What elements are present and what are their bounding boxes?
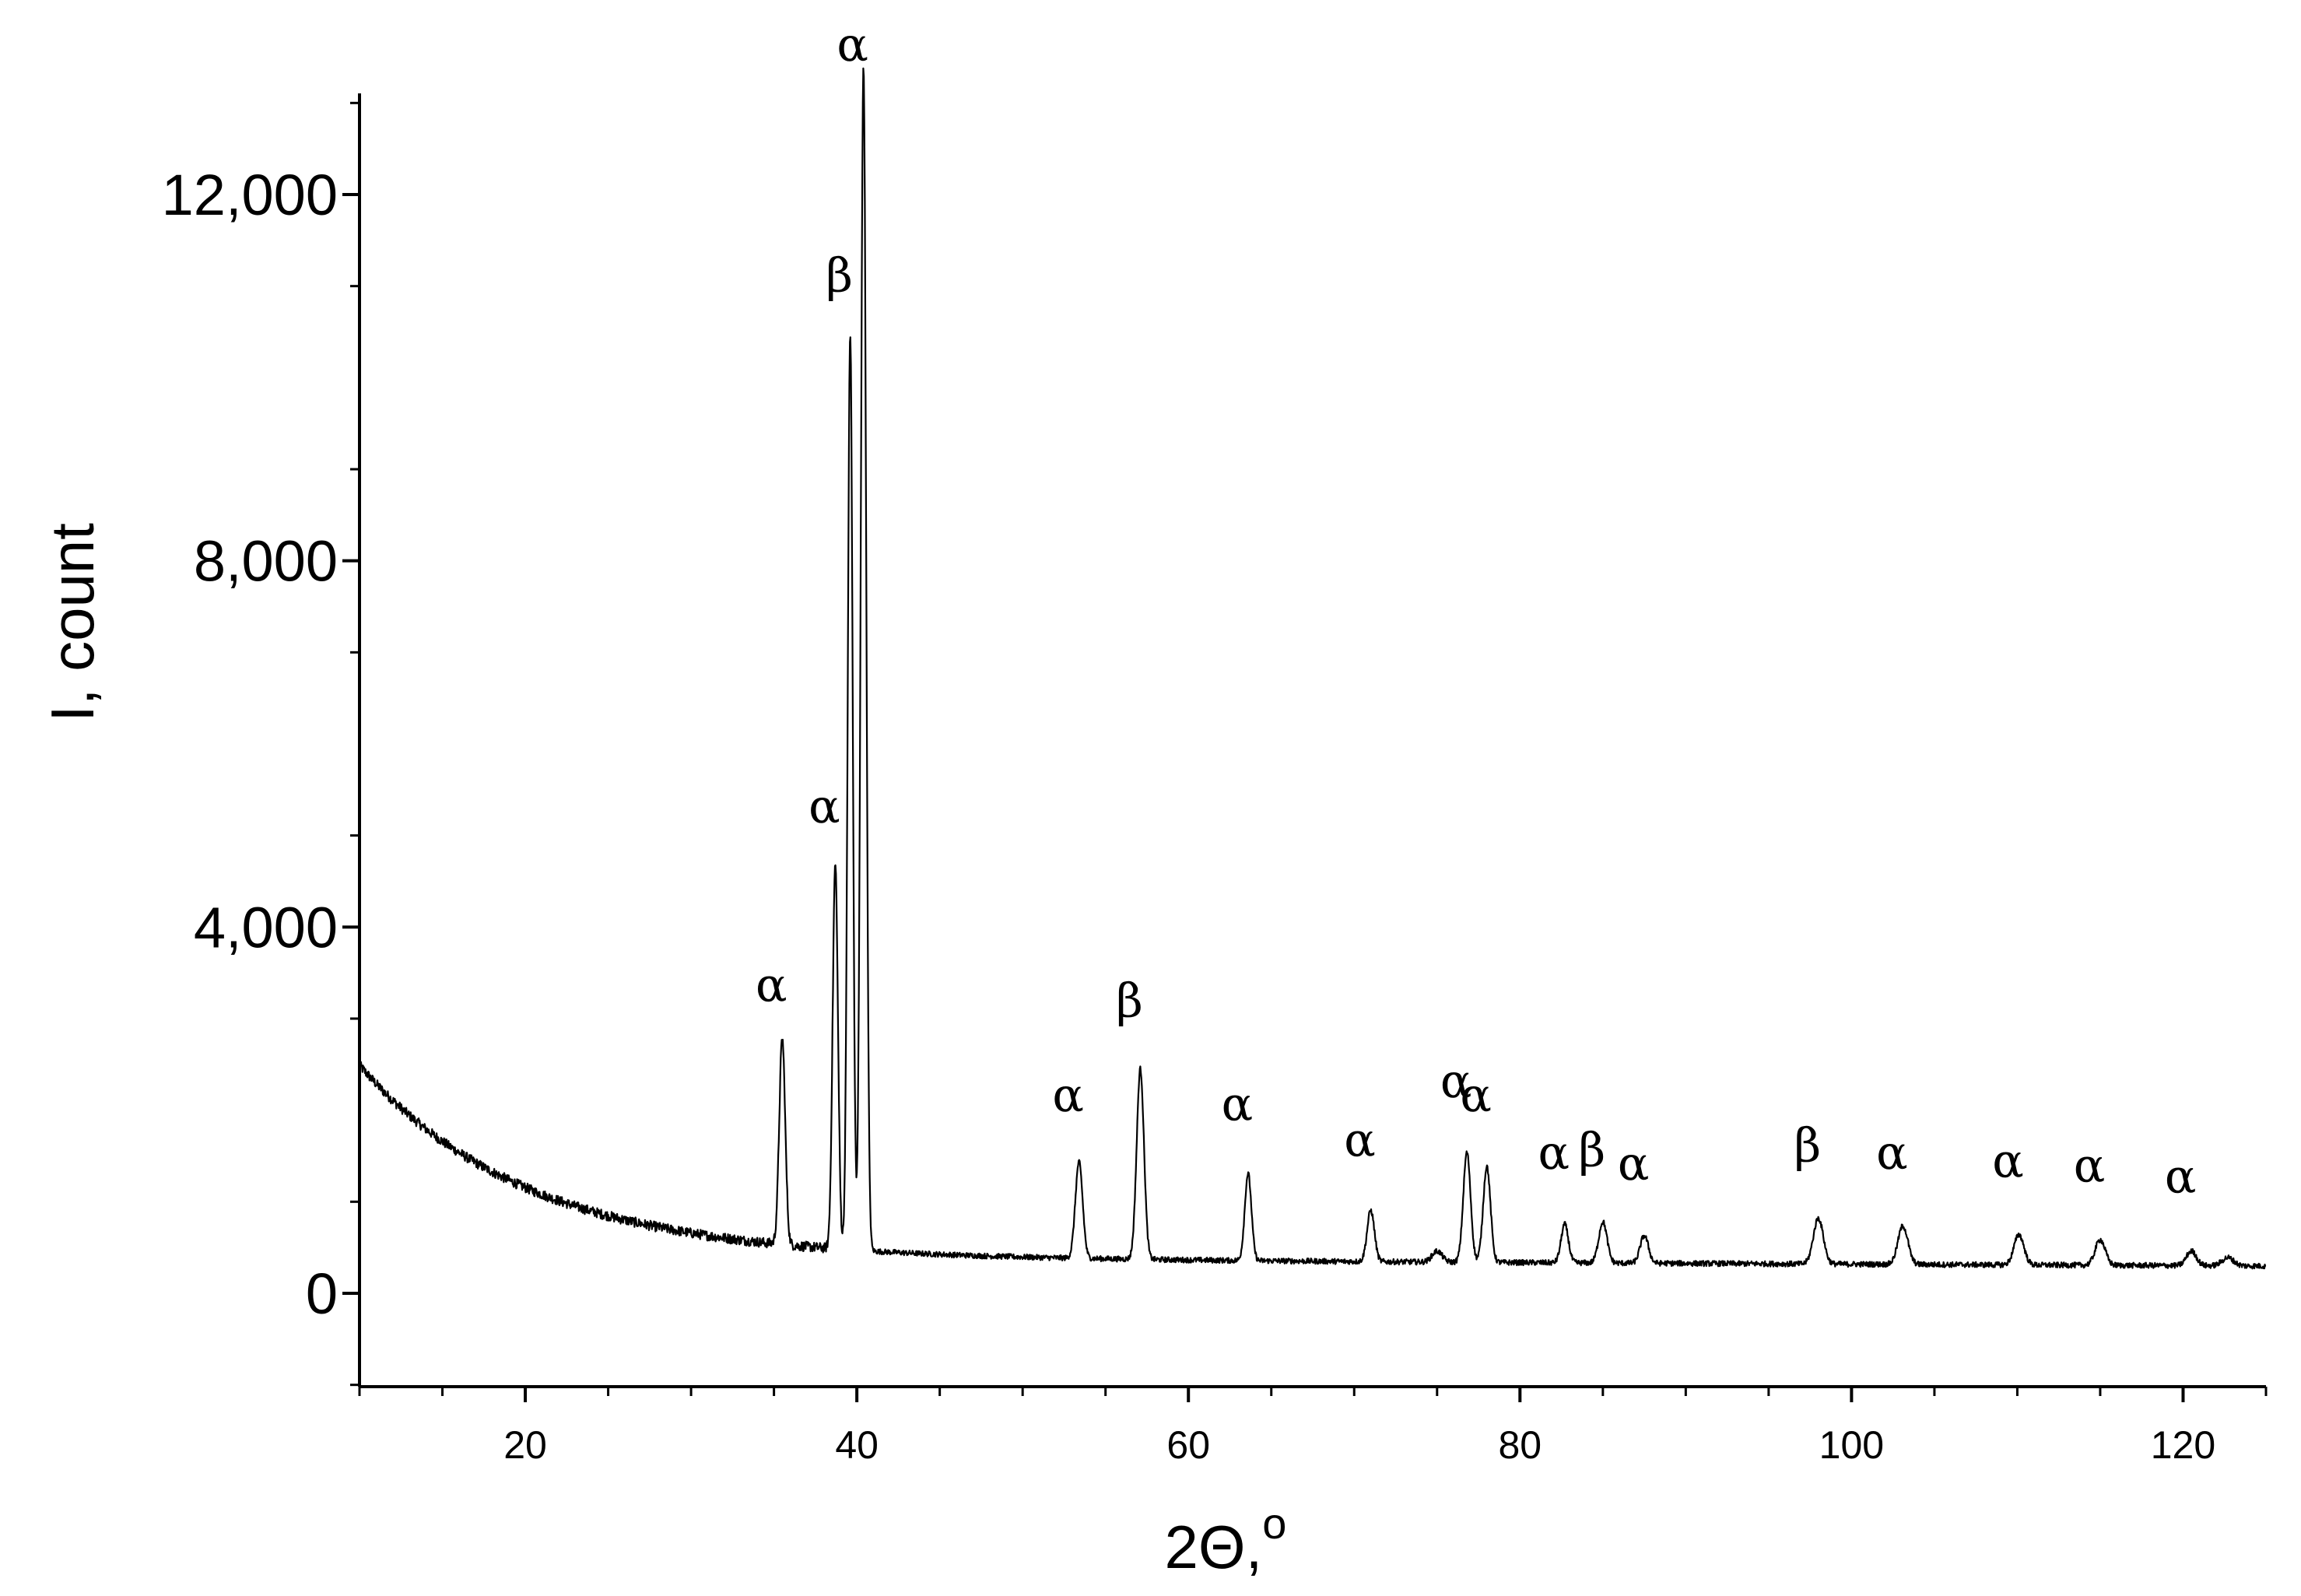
peak-label-alpha: α [1222,1078,1254,1132]
y-axis-title: I, count [38,523,107,722]
x-axis-title: 2Θ,o [1165,1499,1287,1581]
peak-label-alpha: α [2165,1150,2197,1205]
y-tick-label: 0 [306,1261,338,1326]
peak-label-alpha: α [1440,1054,1472,1109]
y-tick-label: 4,000 [194,895,338,959]
peak-label-alpha: α [1992,1135,2024,1189]
x-tick-label: 100 [1819,1423,1884,1467]
x-tick-label: 60 [1166,1423,1210,1467]
peak-label-alpha: α [809,780,840,834]
peak-label-alpha: α [1538,1126,1570,1180]
x-axis: 20 40 60 80 100 120 [358,1385,2268,1467]
peak-label-alpha: α [2074,1138,2106,1193]
x-tick-label: 20 [503,1423,547,1467]
peak-label-alpha: α [1052,1068,1084,1123]
peak-label-alpha: α [1460,1068,1492,1123]
x-tick-label: 80 [1498,1423,1542,1467]
peak-label-beta: β [1116,974,1143,1029]
peak-label-beta: β [826,249,853,303]
y-tick-label: 8,000 [194,529,338,594]
series-group [358,67,2267,1270]
peak-label-beta: β [1578,1123,1605,1177]
y-axis: 0 4,000 8,000 12,000 [162,93,361,1387]
peak-label-alpha: α [756,959,787,1013]
x-tick-label: 120 [2151,1423,2215,1467]
x-tick-label: 40 [835,1423,879,1467]
y-tick-label: 12,000 [162,163,338,227]
peak-label-alpha: α [1618,1137,1650,1191]
xrd-series-line [358,67,2267,1270]
peak-label-alpha: α [837,18,868,72]
peak-label-alpha: α [1344,1114,1376,1168]
peak-label-beta: β [1794,1119,1821,1173]
peak-label-alpha: α [1876,1126,1908,1180]
